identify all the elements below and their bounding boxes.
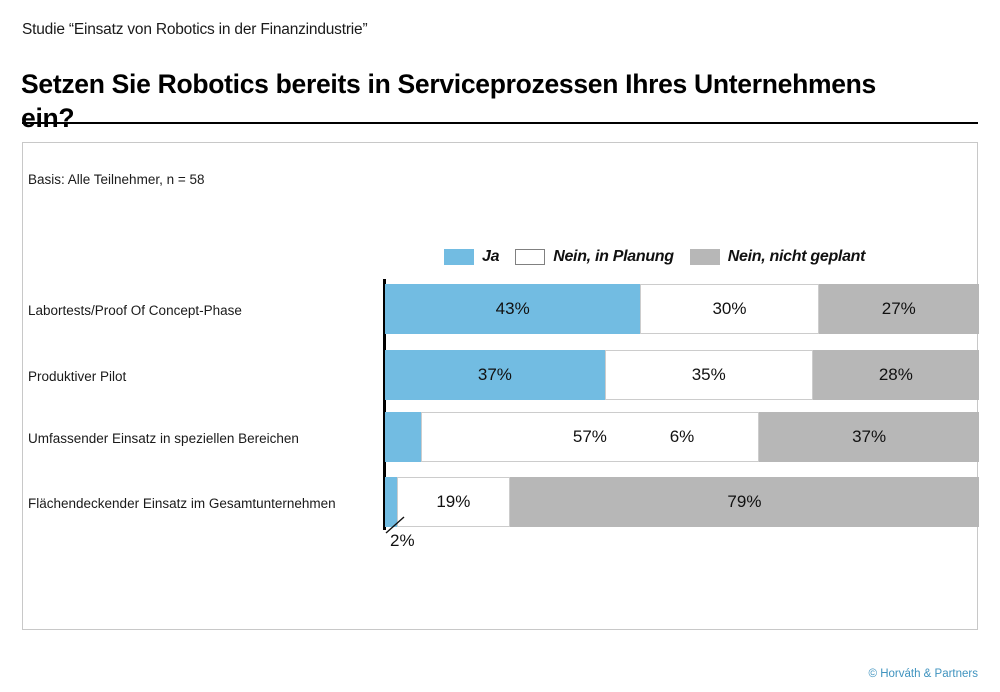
chart-panel [22, 142, 978, 630]
header-divider [22, 122, 978, 124]
copyright-footer: © Horváth & Partners [868, 668, 978, 680]
legend-label-ja: Ja [482, 248, 500, 265]
legend-item-nein-nicht-geplant[interactable]: Nein, nicht geplant [689, 248, 866, 266]
legend-label-nein-in-planung: Nein, in Planung [553, 248, 674, 265]
legend-swatch-icon-nein-in-planung [515, 249, 546, 265]
legend-label-nein-nicht-geplant: Nein, nicht geplant [727, 248, 866, 265]
legend-item-ja[interactable]: Ja [444, 248, 500, 266]
study-eyebrow: Studie “Einsatz von Robotics in der Fina… [22, 21, 368, 38]
page-title: Setzen Sie Robotics bereits in Servicepr… [21, 68, 876, 133]
legend-item-nein-in-planung[interactable]: Nein, in Planung [515, 248, 674, 266]
chart-legend: Ja Nein, in Planung Nein, nicht geplant [444, 247, 865, 267]
legend-swatch-icon-ja [444, 249, 474, 265]
legend-swatch-icon-nein-nicht-geplant [689, 249, 720, 265]
basis-note: Basis: Alle Teilnehmer, n = 58 [28, 172, 205, 187]
